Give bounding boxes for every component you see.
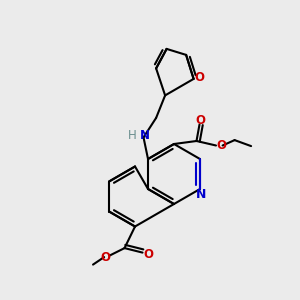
Text: O: O — [216, 139, 226, 152]
Text: O: O — [100, 250, 110, 264]
Text: O: O — [194, 71, 204, 84]
Text: O: O — [143, 248, 153, 261]
Text: N: N — [140, 129, 150, 142]
Text: N: N — [196, 188, 207, 202]
Text: H: H — [128, 129, 136, 142]
Text: O: O — [195, 113, 205, 127]
